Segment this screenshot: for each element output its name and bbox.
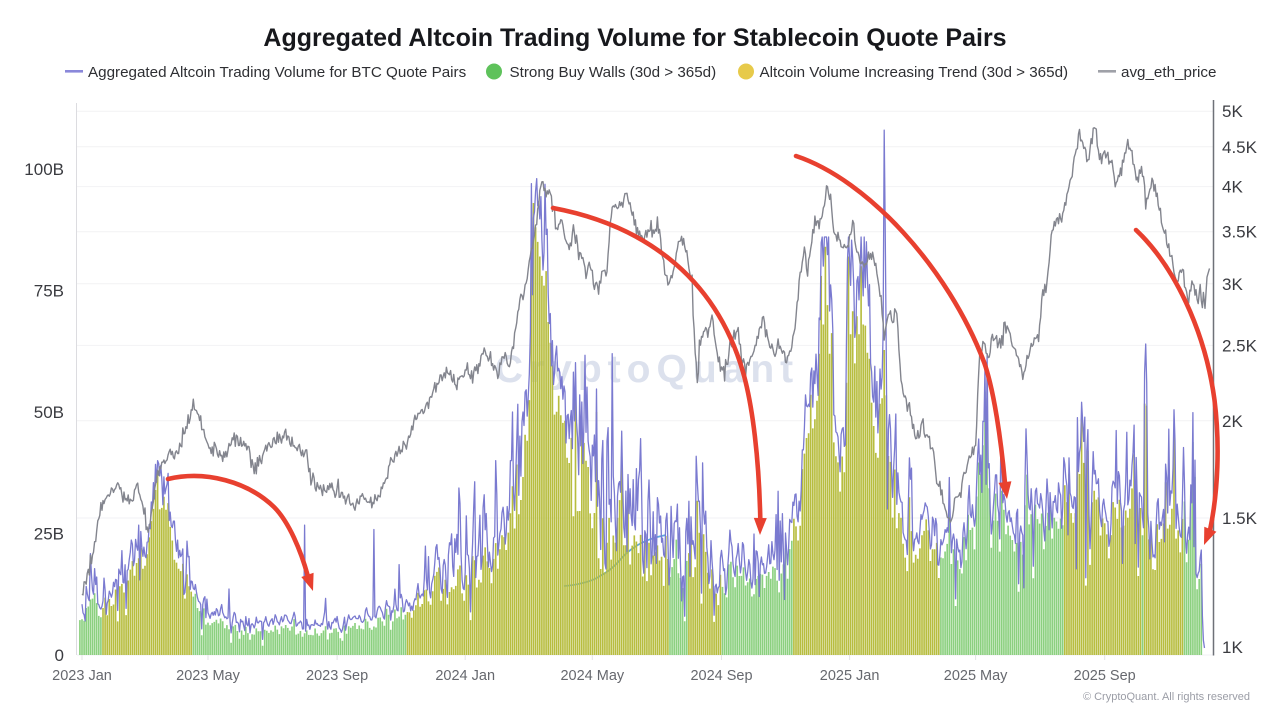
svg-text:100B: 100B (24, 160, 64, 179)
svg-text:Aggregated Altcoin Trading Vol: Aggregated Altcoin Trading Volume for BT… (88, 64, 467, 81)
svg-text:Aggregated Altcoin Trading Vol: Aggregated Altcoin Trading Volume for St… (263, 24, 1006, 52)
svg-text:1.5K: 1.5K (1222, 509, 1258, 528)
svg-text:2025 May: 2025 May (944, 668, 1008, 684)
svg-text:0: 0 (55, 646, 64, 665)
svg-text:avg_eth_price: avg_eth_price (1121, 64, 1216, 81)
svg-text:2.5K: 2.5K (1222, 336, 1258, 355)
svg-text:© CryptoQuant. All rights rese: © CryptoQuant. All rights reserved (1083, 691, 1250, 703)
svg-text:3K: 3K (1222, 275, 1243, 294)
svg-text:Strong Buy Walls (30d > 365d): Strong Buy Walls (30d > 365d) (510, 64, 717, 81)
svg-text:25B: 25B (34, 525, 64, 544)
svg-text:50B: 50B (34, 403, 64, 422)
svg-text:2K: 2K (1222, 412, 1243, 431)
svg-text:1K: 1K (1222, 638, 1243, 657)
svg-text:2023 May: 2023 May (176, 668, 240, 684)
svg-text:2025 Jan: 2025 Jan (820, 668, 880, 684)
svg-text:Altcoin Volume Increasing Tren: Altcoin Volume Increasing Trend (30d > 3… (760, 64, 1069, 81)
svg-text:3.5K: 3.5K (1222, 223, 1258, 242)
svg-text:2024 May: 2024 May (560, 668, 624, 684)
svg-text:75B: 75B (34, 282, 64, 301)
svg-text:5K: 5K (1222, 102, 1243, 121)
svg-text:2023 Jan: 2023 Jan (52, 668, 112, 684)
svg-text:2023 Sep: 2023 Sep (306, 668, 368, 684)
svg-text:2024 Jan: 2024 Jan (435, 668, 495, 684)
svg-text:4K: 4K (1222, 178, 1243, 197)
svg-text:4.5K: 4.5K (1222, 138, 1258, 157)
svg-text:2024 Sep: 2024 Sep (690, 668, 752, 684)
svg-text:2025 Sep: 2025 Sep (1074, 668, 1136, 684)
